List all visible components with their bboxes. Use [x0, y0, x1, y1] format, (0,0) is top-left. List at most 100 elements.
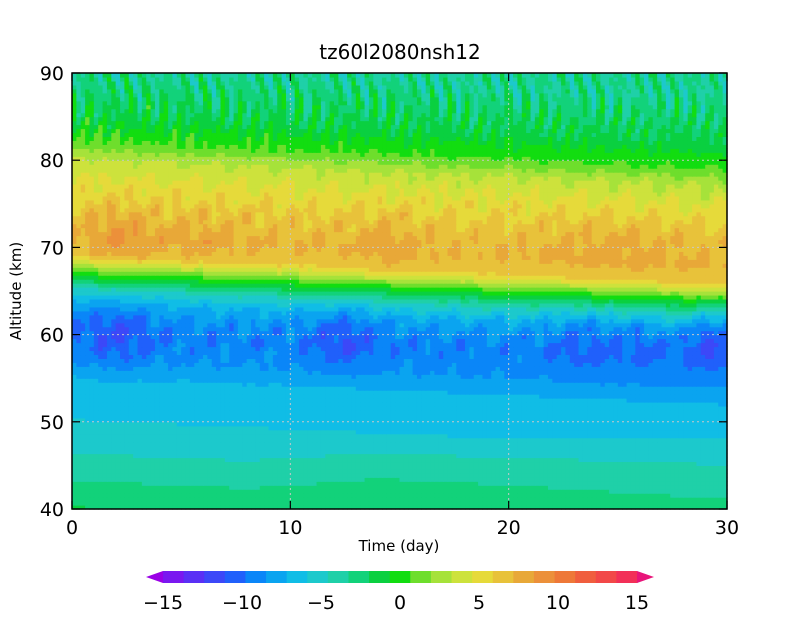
heatmap-cell — [338, 378, 344, 383]
heatmap-cell — [556, 425, 562, 431]
heatmap-cell — [613, 469, 619, 474]
heatmap-cell — [434, 497, 440, 502]
heatmap-cell — [373, 481, 379, 486]
heatmap-cell — [399, 501, 405, 506]
heatmap-cell — [465, 390, 470, 395]
heatmap-cell — [386, 433, 392, 439]
heatmap-cell — [198, 473, 204, 478]
heatmap-cell — [98, 437, 104, 443]
heatmap-cell — [696, 493, 702, 498]
heatmap-cell — [334, 421, 339, 427]
heatmap-cell — [412, 465, 418, 470]
heatmap-cell — [508, 445, 514, 451]
heatmap-cell — [521, 473, 527, 478]
heatmap-cell — [382, 449, 387, 455]
heatmap-cell — [447, 449, 453, 455]
heatmap-cell — [604, 469, 610, 474]
heatmap-cell — [657, 425, 663, 431]
heatmap-cell — [351, 505, 357, 510]
heatmap-cell — [539, 453, 545, 459]
heatmap-cell — [268, 489, 274, 494]
heatmap-cell — [377, 390, 383, 395]
heatmap-cell — [425, 386, 431, 391]
heatmap-cell — [683, 493, 689, 498]
heatmap-cell — [639, 378, 645, 383]
heatmap-cell — [251, 445, 256, 451]
heatmap-cell — [137, 398, 143, 403]
heatmap-cell — [355, 413, 361, 419]
heatmap-cell — [705, 497, 711, 502]
heatmap-cell — [312, 401, 318, 407]
heatmap-cell — [181, 437, 187, 443]
heatmap-cell — [469, 425, 475, 431]
heatmap-cell — [403, 489, 409, 494]
heatmap-cell — [128, 386, 134, 391]
heatmap-cell — [552, 449, 558, 455]
heatmap-cell — [657, 382, 663, 387]
heatmap-cell — [290, 465, 296, 470]
heatmap-cell — [499, 441, 505, 447]
heatmap-cell — [399, 485, 405, 490]
heatmap-cell — [416, 485, 422, 490]
heatmap-cell — [355, 497, 361, 502]
heatmap-cell — [272, 501, 278, 506]
heatmap-cell — [185, 457, 191, 463]
heatmap-cell — [683, 497, 689, 502]
heatmap-cell — [709, 445, 715, 451]
heatmap-cell — [220, 497, 226, 502]
heatmap-cell — [233, 501, 239, 506]
heatmap-cell — [648, 473, 654, 478]
heatmap-cell — [683, 401, 689, 407]
heatmap-cell — [596, 398, 601, 403]
heatmap-cell — [460, 437, 466, 443]
heatmap-cell — [678, 386, 684, 391]
heatmap-cell — [364, 493, 370, 498]
heatmap-cell — [635, 493, 641, 498]
heatmap-cell — [98, 473, 104, 478]
heatmap-cell — [307, 390, 313, 395]
heatmap-cell — [661, 378, 667, 383]
heatmap-cell — [207, 405, 213, 411]
heatmap-cell — [76, 378, 82, 383]
heatmap-cell — [517, 378, 523, 383]
heatmap-cell — [521, 413, 527, 419]
heatmap-cell — [106, 497, 112, 502]
heatmap-cell — [408, 421, 414, 427]
heatmap-cell — [347, 465, 353, 470]
heatmap-cell — [251, 453, 256, 459]
heatmap-cell — [578, 473, 584, 478]
heatmap-cell — [299, 449, 305, 455]
heatmap-cell — [491, 409, 497, 415]
heatmap-cell — [438, 465, 444, 470]
heatmap-cell — [508, 481, 514, 486]
heatmap-cell — [268, 401, 274, 407]
heatmap-cell — [438, 497, 444, 502]
heatmap-cell — [565, 433, 571, 439]
heatmap-cell — [224, 409, 230, 415]
heatmap-cell — [552, 445, 558, 451]
heatmap-cell — [364, 449, 370, 455]
heatmap-cell — [368, 425, 374, 431]
heatmap-cell — [578, 401, 584, 407]
heatmap-cell — [639, 401, 645, 407]
heatmap-cell — [325, 481, 331, 486]
heatmap-cell — [478, 405, 484, 411]
heatmap-cell — [700, 501, 706, 506]
heatmap-cell — [705, 501, 711, 506]
heatmap-cell — [478, 493, 484, 498]
heatmap-cell — [596, 401, 601, 407]
heatmap-cell — [530, 394, 536, 399]
heatmap-cell — [591, 489, 597, 494]
heatmap-cell — [425, 477, 431, 482]
heatmap-cell — [364, 497, 370, 502]
heatmap-cell — [670, 441, 676, 447]
heatmap-cell — [513, 481, 518, 486]
heatmap-cell — [334, 449, 339, 455]
heatmap-cell — [473, 433, 479, 439]
heatmap-cell — [303, 409, 309, 415]
heatmap-cell — [547, 390, 553, 395]
heatmap-cell — [644, 433, 649, 439]
heatmap-cell — [504, 382, 510, 387]
heatmap-cell — [547, 378, 553, 383]
